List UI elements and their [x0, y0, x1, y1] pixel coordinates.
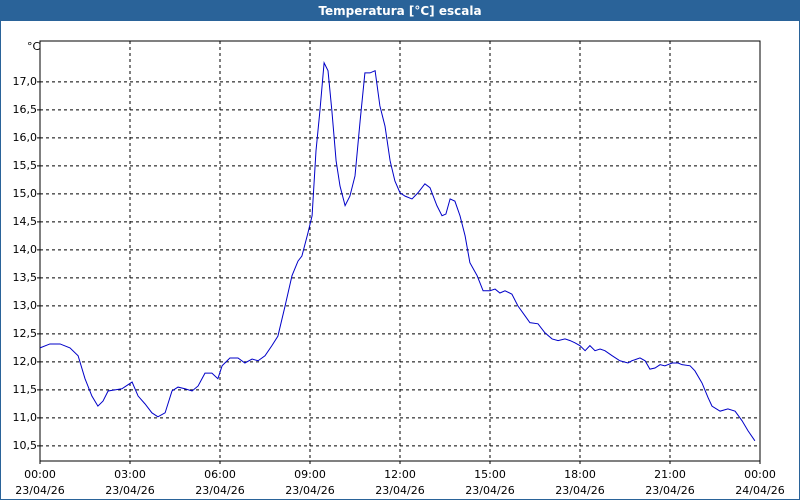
x-tick-date: 24/04/26: [735, 484, 784, 497]
x-tick-date: 23/04/26: [375, 484, 424, 497]
x-tick-label: 06:00: [204, 468, 236, 481]
x-tick-date: 23/04/26: [195, 484, 244, 497]
y-tick-label: 12,5: [13, 327, 38, 340]
x-tick-date: 23/04/26: [285, 484, 334, 497]
x-tick-date: 23/04/26: [465, 484, 514, 497]
y-tick-label: 16,5: [13, 103, 38, 116]
x-tick-label: 00:00: [24, 468, 56, 481]
y-tick-label: 14,0: [13, 243, 38, 256]
y-tick-label: 16,0: [13, 131, 38, 144]
temperature-line: [39, 61, 756, 442]
y-tick-label: 17,0: [13, 75, 38, 88]
x-tick-label: 18:00: [564, 468, 596, 481]
y-tick-label: 12,0: [13, 355, 38, 368]
y-axis-unit: °C: [27, 40, 41, 53]
y-tick-label: 13,5: [13, 271, 38, 284]
chart: °C 10,5 11,0 11,5 12,0 12,5 13,0 13,5 14,0 14,5 1…: [13, 40, 785, 497]
x-tick-date: 23/04/26: [555, 484, 604, 497]
y-tick-label: 13,0: [13, 299, 38, 312]
x-tick-date: 23/04/26: [105, 484, 154, 497]
x-tick-label: 00:00: [744, 468, 776, 481]
y-tick-label: 15,0: [13, 187, 38, 200]
y-tick-label: 15,5: [13, 159, 38, 172]
x-tick-label: 03:00: [114, 468, 146, 481]
x-tick-label: 12:00: [384, 468, 416, 481]
x-tick-label: 09:00: [294, 468, 326, 481]
y-tick-label: 10,5: [13, 439, 38, 452]
y-tick-label: 14,5: [13, 215, 38, 228]
y-tick-label: 11,5: [13, 383, 38, 396]
x-tick-date: 23/04/26: [645, 484, 694, 497]
x-tick-label: 21:00: [654, 468, 686, 481]
x-tick-date: 23/04/26: [15, 484, 64, 497]
y-tick-label: 11,0: [13, 411, 38, 424]
x-tick-label: 15:00: [474, 468, 506, 481]
title-bar: Temperatura [°C] escala: [1, 1, 799, 21]
